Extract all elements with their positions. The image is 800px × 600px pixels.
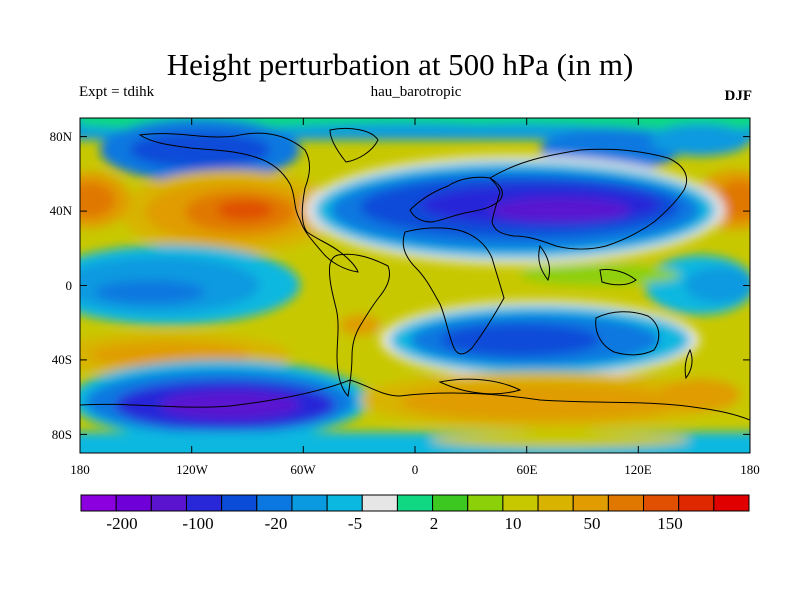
season-label: DJF (724, 88, 753, 104)
colorbar-swatch (572, 494, 609, 512)
colorbar-label: -5 (347, 514, 363, 533)
colorbar-label: 10 (504, 514, 522, 533)
colorbar-swatch (537, 494, 574, 512)
coastlines (80, 127, 750, 453)
colorbar-swatch (361, 494, 398, 512)
colorbar-swatch (185, 494, 223, 512)
x-tick-label: 60E (516, 462, 538, 477)
colorbar-swatch (607, 494, 645, 512)
colorbar-label: 150 (657, 514, 683, 533)
colorbar-swatch (713, 494, 750, 512)
colorbar-swatch (396, 494, 434, 512)
colorbar-swatch (150, 494, 187, 512)
y-tick-label: 40S (51, 352, 72, 367)
x-tick-label: 120W (176, 462, 208, 477)
colorbar (80, 494, 750, 512)
colorbar-label: -200 (106, 514, 138, 533)
y-tick-label: 80S (51, 427, 72, 442)
colorbar-swatch (80, 494, 117, 512)
colorbar-swatch (326, 494, 363, 512)
case-label: hau_barotropic (370, 84, 462, 100)
colorbar-swatch (432, 494, 469, 512)
x-tick-label: 180 (740, 462, 760, 477)
map-title: Height perturbation at 500 hPa (in m) (166, 47, 634, 82)
colorbar-swatch (643, 494, 680, 512)
colorbar-label: -20 (264, 514, 288, 533)
colorbar-swatch (678, 494, 715, 512)
x-tick-label: 120E (624, 462, 652, 477)
experiment-label: Expt = tdihk (79, 84, 155, 100)
y-tick-label: 80N (49, 129, 72, 144)
colorbar-label: 50 (583, 514, 601, 533)
x-tick-label: 180 (70, 462, 90, 477)
colorbar-swatch (221, 494, 258, 512)
colorbar-swatch (115, 494, 152, 512)
x-tick-label: 0 (411, 462, 419, 477)
y-tick-label: 0 (65, 278, 73, 293)
colorbar-swatch (291, 494, 328, 512)
colorbar-swatch (502, 494, 539, 512)
colorbar-swatch (467, 494, 504, 512)
height-field (80, 118, 750, 453)
x-tick-label: 60W (290, 462, 316, 477)
axis-ticks (79, 118, 751, 453)
colorbar-label: -100 (182, 514, 214, 533)
y-tick-label: 40N (49, 203, 72, 218)
colorbar-label: 2 (429, 514, 439, 533)
colorbar-swatch (256, 494, 293, 512)
